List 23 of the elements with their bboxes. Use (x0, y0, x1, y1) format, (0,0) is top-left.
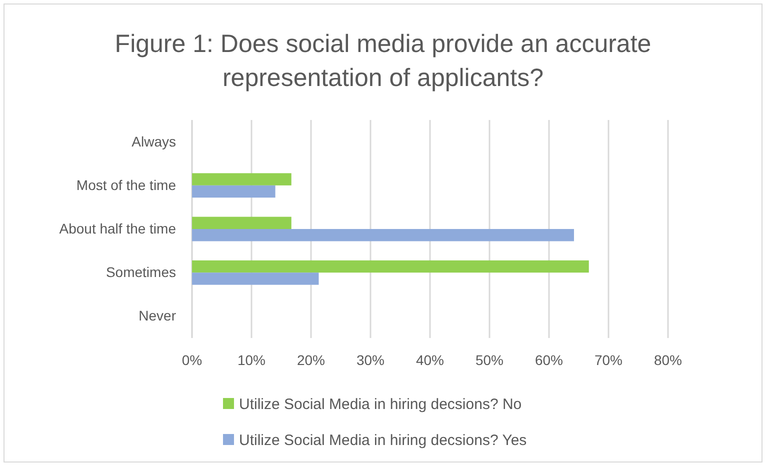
y-tick-label: About half the time (59, 220, 176, 236)
legend-label: Utilize Social Media in hiring decsions? No (239, 396, 522, 413)
bar (192, 260, 589, 273)
x-tick-label: 80% (654, 352, 682, 368)
y-tick-label: Sometimes (106, 264, 176, 280)
bar (192, 185, 276, 198)
bar (192, 173, 292, 186)
x-tick-label: 20% (296, 352, 326, 368)
x-tick-label: 30% (356, 352, 385, 368)
x-tick-label: 60% (534, 352, 564, 368)
x-tick-label: 40% (416, 352, 444, 368)
x-tick-label: 50% (475, 352, 504, 368)
bar (192, 216, 292, 229)
x-tick-label: 70% (594, 352, 623, 368)
y-tick-label: Never (138, 308, 176, 324)
y-tick-label: Always (132, 133, 176, 150)
legend-label: Utilize Social Media in hiring decsions? Yes (239, 432, 527, 449)
y-tick-label: Most of the time (76, 176, 176, 193)
x-tick-label: 10% (237, 352, 266, 368)
x-tick-label: 0% (182, 352, 202, 368)
chart-title: Figure 1: Does social media provide an accurate representation of applicants? (114, 30, 652, 92)
bar (192, 272, 319, 285)
bar (192, 229, 574, 242)
